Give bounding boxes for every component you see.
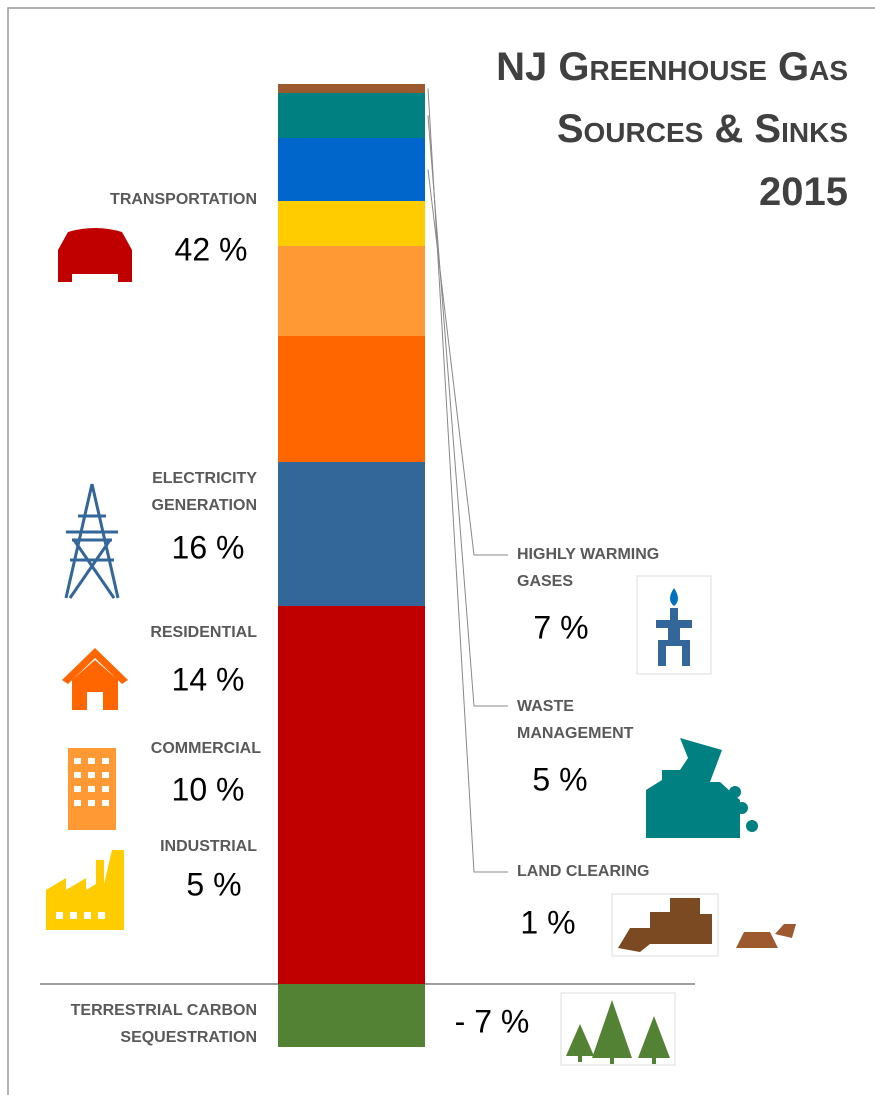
category-label: COMMERCIAL xyxy=(150,740,261,757)
tower-icon xyxy=(64,483,120,599)
category-label: LAND CLEARING xyxy=(517,863,650,880)
bar-segment xyxy=(278,93,425,138)
house-icon xyxy=(62,648,128,710)
chart-title: Sources & Sinks xyxy=(556,107,848,151)
value-label: 14 % xyxy=(171,661,245,698)
gas-icon xyxy=(636,575,712,675)
bar-segment xyxy=(278,138,425,201)
car-icon xyxy=(58,228,132,282)
value-label: 7 % xyxy=(533,609,589,646)
building-icon xyxy=(68,748,116,830)
category-label: WASTE MANAGEMENT xyxy=(517,698,634,742)
factory-icon xyxy=(46,850,124,930)
chart-title: 2015 xyxy=(759,170,848,214)
bar-segment xyxy=(278,201,425,246)
category-label: TRANSPORTATION xyxy=(110,191,257,208)
value-label: - 7 % xyxy=(454,1003,530,1040)
value-label: 16 % xyxy=(171,529,245,566)
leader-line xyxy=(427,88,508,873)
bar-segment xyxy=(278,336,425,462)
bar-segment xyxy=(278,246,425,336)
category-label: INDUSTRIAL xyxy=(160,838,257,855)
value-label: 10 % xyxy=(171,771,245,808)
trees-icon xyxy=(560,992,676,1066)
category-label: HIGHLY WARMING GASES xyxy=(517,546,660,590)
category-label: ELECTRICITY GENERATION xyxy=(151,470,257,514)
bar-segment xyxy=(278,606,425,984)
value-label: 1 % xyxy=(520,904,576,941)
value-label: 5 % xyxy=(186,866,242,903)
bar-segment xyxy=(278,462,425,606)
leader-line xyxy=(427,115,508,707)
category-label: TERRESTRIAL CARBON SEQUESTRATION xyxy=(70,1002,257,1046)
bar-segment xyxy=(278,84,425,93)
chart-title: NJ Greenhouse Gas xyxy=(496,45,848,89)
truck-icon xyxy=(646,738,758,838)
frame xyxy=(7,7,875,1095)
category-label: RESIDENTIAL xyxy=(150,624,257,641)
bulldozer-icon xyxy=(611,893,796,957)
value-label: 5 % xyxy=(532,761,588,798)
leader-line xyxy=(427,169,508,556)
value-label: 42 % xyxy=(174,231,248,268)
bar-segment xyxy=(278,984,425,1047)
